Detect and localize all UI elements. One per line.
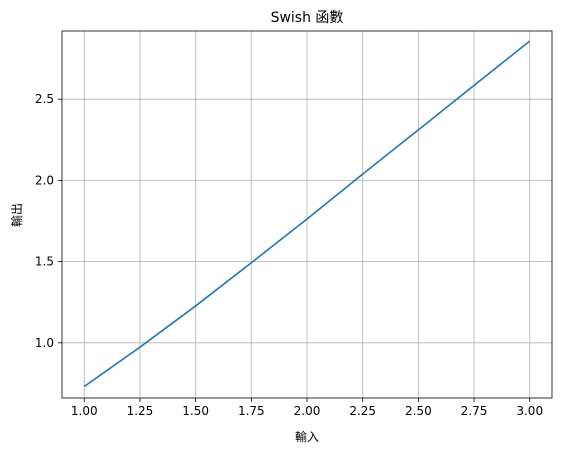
x-axis-label: 輸入 (295, 429, 319, 444)
x-tick-label: 1.25 (127, 404, 154, 418)
chart-title: Swish 函數 (271, 10, 344, 26)
axis-ticks: 1.00 1.25 1.50 1.75 2.00 2.25 2.50 2.75 3.00 1.0 1… (35, 92, 543, 418)
y-axis-label: 輸出 (9, 203, 24, 227)
swish-series-line (83, 40, 531, 388)
x-tick-label: 2.50 (405, 404, 432, 418)
x-tick-label: 1.00 (71, 404, 98, 418)
x-tick-label: 1.75 (238, 404, 265, 418)
y-tick-label: 2.5 (35, 92, 54, 106)
x-tick-label: 3.00 (516, 404, 543, 418)
x-tick-label: 2.25 (349, 404, 376, 418)
y-tick-label: 1.5 (35, 255, 54, 269)
series-layer (83, 40, 531, 388)
y-tick-label: 2.0 (35, 173, 54, 187)
x-tick-label: 2.75 (461, 404, 488, 418)
x-tick-label: 2.00 (294, 404, 321, 418)
y-tick-label: 1.0 (35, 336, 54, 350)
x-tick-label: 1.50 (182, 404, 209, 418)
grid-lines (62, 31, 552, 398)
